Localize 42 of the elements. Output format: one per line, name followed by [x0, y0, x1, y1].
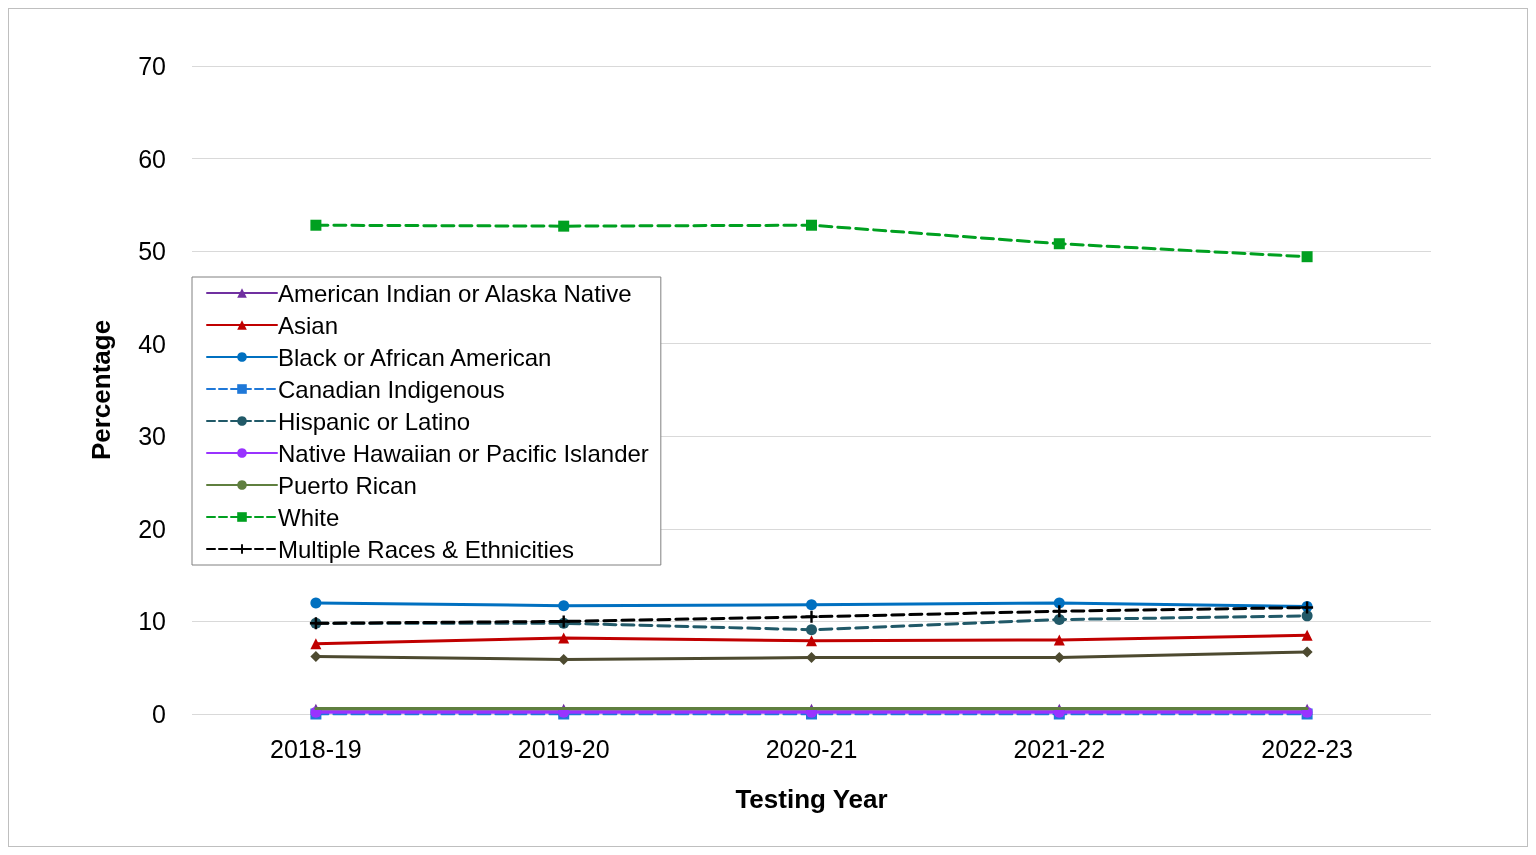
- x-tick-label: 2019-20: [517, 734, 610, 763]
- legend-label: Puerto Rican: [278, 471, 417, 499]
- point: [805, 610, 818, 623]
- point: [1301, 251, 1313, 263]
- point: [1301, 629, 1313, 641]
- y-tick-label: 30: [138, 422, 166, 451]
- legend-label: Hispanic or Latino: [278, 407, 471, 435]
- point: [1301, 646, 1313, 658]
- legend-label: Multiple Races & Ethnicities: [278, 535, 575, 563]
- y-tick-label: 0: [152, 700, 166, 728]
- point: [1053, 238, 1065, 250]
- point: [806, 624, 817, 636]
- legend-label: White: [278, 503, 340, 531]
- point: [806, 219, 817, 231]
- point: [558, 632, 570, 644]
- point: [1053, 605, 1066, 618]
- y-tick-label: 20: [138, 514, 166, 543]
- point: [310, 597, 322, 609]
- y-axis-title: Percentage: [86, 319, 116, 461]
- legend-label: Native Hawaiian or Pacific Islander: [278, 439, 649, 467]
- legend-label: Black or African American: [278, 343, 552, 371]
- x-tick-label: 2021-22: [1013, 734, 1106, 763]
- y-tick-label: 40: [138, 329, 166, 358]
- point: [558, 220, 570, 232]
- y-tick-label: 70: [138, 52, 166, 80]
- x-axis-title: Testing Year: [735, 784, 888, 814]
- y-tick-label: 10: [138, 607, 166, 636]
- x-tick-label: 2018-19: [270, 734, 362, 763]
- x-tick-label: 2020-21: [765, 734, 858, 763]
- point: [558, 600, 570, 612]
- legend-label: Asian: [278, 311, 339, 339]
- point: [806, 635, 817, 647]
- y-tick-label: 60: [138, 144, 166, 173]
- x-tick-label: 2022-23: [1261, 734, 1353, 763]
- point: [806, 652, 817, 664]
- point: [806, 599, 817, 611]
- y-tick-label: 50: [138, 237, 166, 266]
- legend-label: American Indian or Alaska Native: [278, 279, 632, 307]
- point: [310, 219, 322, 231]
- point: [310, 638, 322, 650]
- legend-label: Canadian Indigenous: [278, 375, 505, 403]
- point: [1053, 634, 1065, 646]
